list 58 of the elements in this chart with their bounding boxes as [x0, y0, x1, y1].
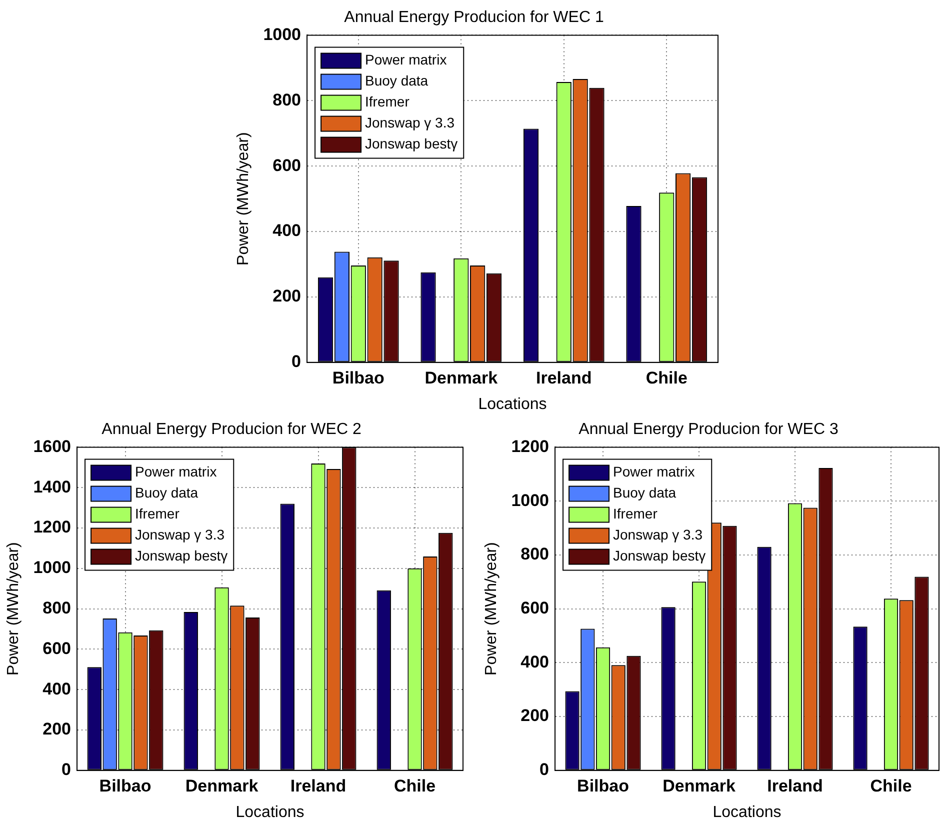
x-tick-label: Ireland [290, 776, 346, 796]
legend-label: Jonswap bestγ [135, 548, 228, 564]
legend-label: Jonswap bestγ [613, 548, 706, 564]
y-tick-label: 200 [272, 286, 302, 306]
legend-label: Power matrix [365, 52, 447, 68]
y-tick-label: 800 [520, 544, 550, 564]
y-tick-label: 0 [540, 760, 550, 780]
x-tick-label: Bilbao [577, 776, 629, 796]
y-tick-label: 800 [42, 598, 72, 618]
y-tick-label: 200 [520, 706, 550, 726]
legend-label: Jonswap γ 3.3 [135, 526, 225, 543]
y-axis-title: Power (MWh/year) [483, 542, 500, 676]
x-tick-label: Chile [646, 368, 688, 388]
chart-title: Annual Energy Producion for WEC 1 [344, 9, 604, 26]
y-tick-label: 1400 [33, 477, 72, 496]
y-tick-label: 600 [42, 638, 72, 658]
x-axis-title: Locations [236, 804, 304, 821]
legend-label: Buoy data [135, 484, 198, 501]
x-axis-title: Locations [478, 396, 547, 413]
legend-label: Buoy data [613, 484, 676, 501]
x-tick-label: Bilbao [332, 368, 384, 388]
legend-label: Ifremer [613, 506, 658, 522]
y-tick-label: 1200 [511, 436, 550, 456]
y-tick-label: 0 [62, 760, 72, 780]
y-tick-label: 400 [42, 679, 72, 698]
legend-label: Power matrix [135, 464, 217, 480]
x-tick-label: Chile [870, 776, 912, 796]
x-axis-title: Locations [712, 804, 782, 821]
legend-label: Buoy data [365, 72, 428, 89]
y-axis-title: Power (MWh/year) [5, 542, 22, 676]
y-tick-label: 1000 [33, 558, 72, 578]
y-tick-label: 1600 [33, 436, 72, 456]
x-tick-label: Denmark [662, 776, 736, 796]
y-tick-label: 400 [520, 652, 550, 672]
legend-label: Jonswap bestγ [365, 136, 458, 152]
x-tick-label: Denmark [185, 776, 259, 796]
legend-label: Ifremer [365, 94, 410, 110]
y-tick-label: 600 [520, 598, 550, 618]
legend-label: Jonswap γ 3.3 [365, 114, 455, 131]
y-tick-label: 600 [272, 156, 302, 175]
legend-label: Power matrix [613, 464, 695, 480]
legend-label: Jonswap γ 3.3 [613, 526, 703, 543]
x-tick-label: Chile [394, 776, 436, 796]
x-tick-label: Ireland [767, 776, 823, 796]
x-tick-label: Bilbao [99, 776, 152, 796]
y-tick-label: 1200 [33, 518, 72, 537]
y-tick-label: 800 [272, 90, 302, 110]
y-tick-label: 1000 [263, 24, 302, 44]
legend-label: Ifremer [135, 506, 180, 522]
chart-title: Annual Energy Producion for WEC 2 [102, 421, 362, 438]
x-tick-label: Ireland [536, 368, 592, 388]
y-tick-label: 0 [292, 352, 302, 372]
y-tick-label: 1000 [511, 490, 550, 510]
y-tick-label: 400 [272, 221, 302, 240]
chart-title: Annual Energy Producion for WEC 3 [578, 421, 838, 438]
y-axis-title: Power (MWh/year) [235, 132, 252, 266]
x-tick-label: Denmark [424, 368, 498, 388]
y-tick-label: 200 [42, 720, 72, 739]
